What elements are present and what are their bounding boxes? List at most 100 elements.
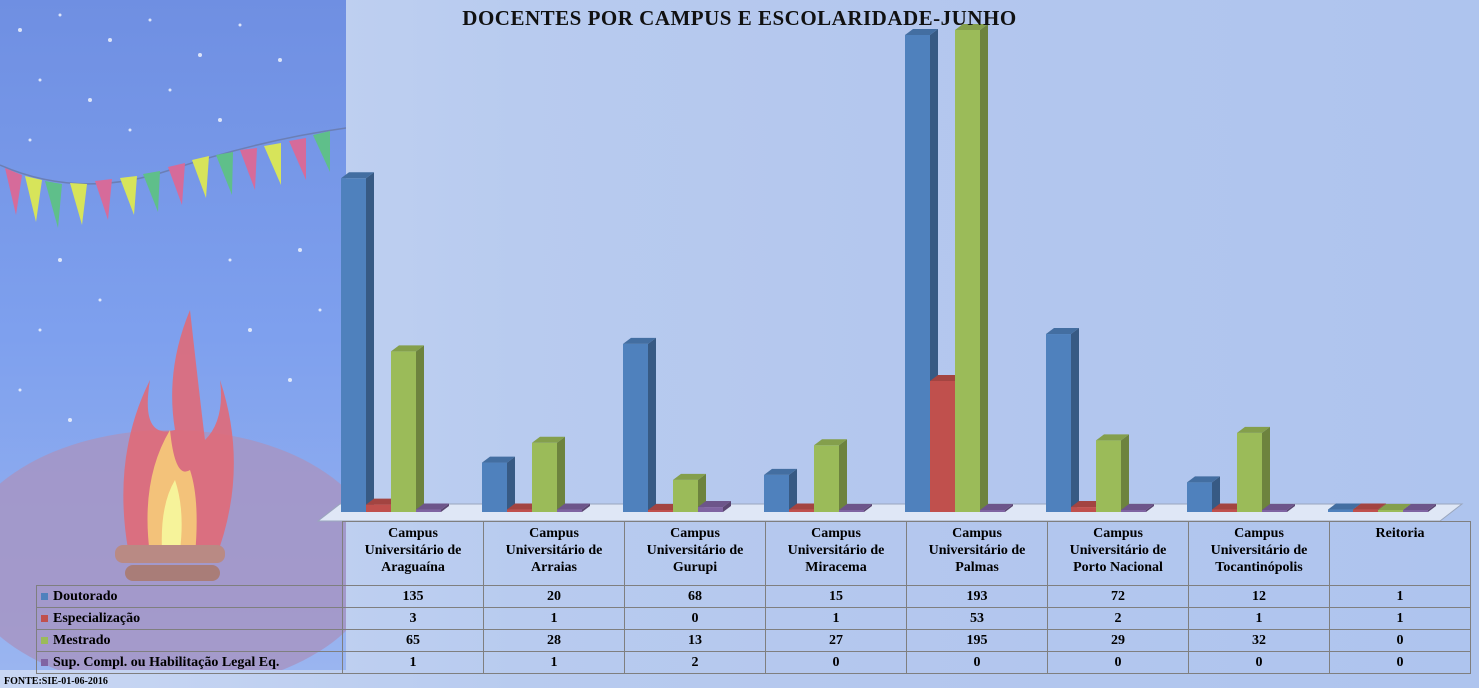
bar-front (507, 509, 532, 512)
category-label-line: Universitário de (505, 543, 603, 558)
bar-front (1237, 432, 1262, 512)
bar-front (930, 380, 955, 512)
table-cell: 1 (483, 607, 625, 630)
category-label-line: Campus (811, 526, 861, 541)
bar-front (557, 509, 582, 512)
legend-label: Doutorado (53, 588, 118, 604)
bar-top (366, 498, 399, 505)
bar-side (1005, 504, 1013, 512)
bar-front (391, 351, 416, 512)
bar (980, 504, 1013, 512)
bar-top (839, 504, 872, 510)
legend-key (41, 614, 48, 622)
category-label-line: Miracema (805, 560, 867, 575)
bar-top (673, 473, 706, 480)
bar-side (557, 436, 565, 512)
bar-front (789, 509, 814, 512)
table-cell: 20 (483, 585, 625, 608)
bar-top (1403, 504, 1436, 510)
category-label-line: Universitário de (928, 543, 1026, 558)
bar-top (416, 503, 449, 510)
category-label-line: Porto Nacional (1073, 560, 1163, 575)
chart-title: DOCENTES POR CAMPUS E ESCOLARIDADE-JUNHO (462, 6, 1017, 30)
bar-side (441, 503, 449, 512)
bonfire-icon (115, 310, 234, 581)
table-cell: 72 (1047, 585, 1189, 608)
table-cell: 13 (624, 629, 766, 652)
legend-key (41, 592, 48, 600)
category-label-line: Universitário de (787, 543, 885, 558)
category-label-line: Araguaína (381, 560, 445, 575)
bar (1262, 504, 1295, 512)
bar-top (814, 439, 847, 446)
category-label-line: Palmas (955, 560, 999, 575)
bar-front (482, 462, 507, 512)
bar-front (955, 30, 980, 512)
category-label-line: Campus (670, 526, 720, 541)
category-label: Reitoria (1329, 521, 1471, 586)
table-cell: 0 (1329, 651, 1471, 674)
bar-top (955, 24, 988, 30)
bar-front (1378, 510, 1403, 512)
bar-top (482, 456, 515, 463)
bar-front (1187, 482, 1212, 512)
bar-top (905, 28, 938, 35)
legend-entry: Mestrado (36, 629, 343, 652)
bar (482, 456, 515, 512)
table-cell: 27 (765, 629, 907, 652)
category-label-line: Universitário de (1069, 543, 1167, 558)
bar (623, 337, 656, 512)
bar-side (698, 473, 706, 512)
bunting-flags (5, 131, 330, 228)
category-label-line: Gurupi (672, 560, 718, 575)
category-label: Campus Universitário de Palmas (906, 521, 1048, 586)
bar-side (416, 345, 424, 512)
bar (1096, 434, 1129, 512)
bar (814, 439, 847, 512)
bar-side (723, 501, 731, 512)
bar (391, 345, 424, 512)
table-cell: 1 (765, 607, 907, 630)
bar-top (980, 504, 1013, 510)
bar-side (1428, 504, 1436, 512)
table-cell: 0 (906, 651, 1048, 674)
bar (416, 503, 449, 512)
legend-entry: Sup. Compl. ou Habilitação Legal Eq. (36, 651, 343, 674)
bar-top (1353, 503, 1386, 510)
bar-front (623, 343, 648, 512)
table-cell: 0 (1047, 651, 1189, 674)
table-cell: 1 (342, 651, 484, 674)
table-cell: 2 (1047, 607, 1189, 630)
bar (1403, 504, 1436, 512)
bar-top (1237, 426, 1270, 433)
bar (839, 504, 872, 512)
category-label: Campus Universitário de Gurupi (624, 521, 766, 586)
bar (532, 436, 565, 512)
bar-front (416, 509, 441, 512)
bar-side (366, 172, 374, 513)
table-cell: 53 (906, 607, 1048, 630)
bar-front (673, 479, 698, 512)
table-cell: 0 (1188, 651, 1330, 674)
table-cell: 1 (1188, 607, 1330, 630)
table-row: Mestrado 65 28 13 27 195 29 32 0 (36, 629, 1471, 652)
bar-side (1146, 504, 1154, 512)
category-label: Campus Universitário de Porto Nacional (1047, 521, 1189, 586)
bar-front (980, 510, 1005, 512)
bar-top (764, 468, 797, 475)
bar-top (1071, 501, 1104, 508)
category-label-line: Campus (952, 526, 1002, 541)
bar (1121, 504, 1154, 512)
bar-front (905, 34, 930, 512)
table-row: Doutorado 135 20 68 15 193 72 12 1 (36, 585, 1471, 608)
table-cell: 1 (1329, 607, 1471, 630)
category-label-line: Arraias (531, 560, 577, 575)
bar-side (1121, 434, 1129, 512)
bar-front (648, 510, 673, 512)
legend-label: Sup. Compl. ou Habilitação Legal Eq. (53, 654, 280, 670)
bar-top (789, 503, 822, 510)
bar-front (698, 507, 723, 512)
table-cell: 32 (1188, 629, 1330, 652)
table-cell: 65 (342, 629, 484, 652)
